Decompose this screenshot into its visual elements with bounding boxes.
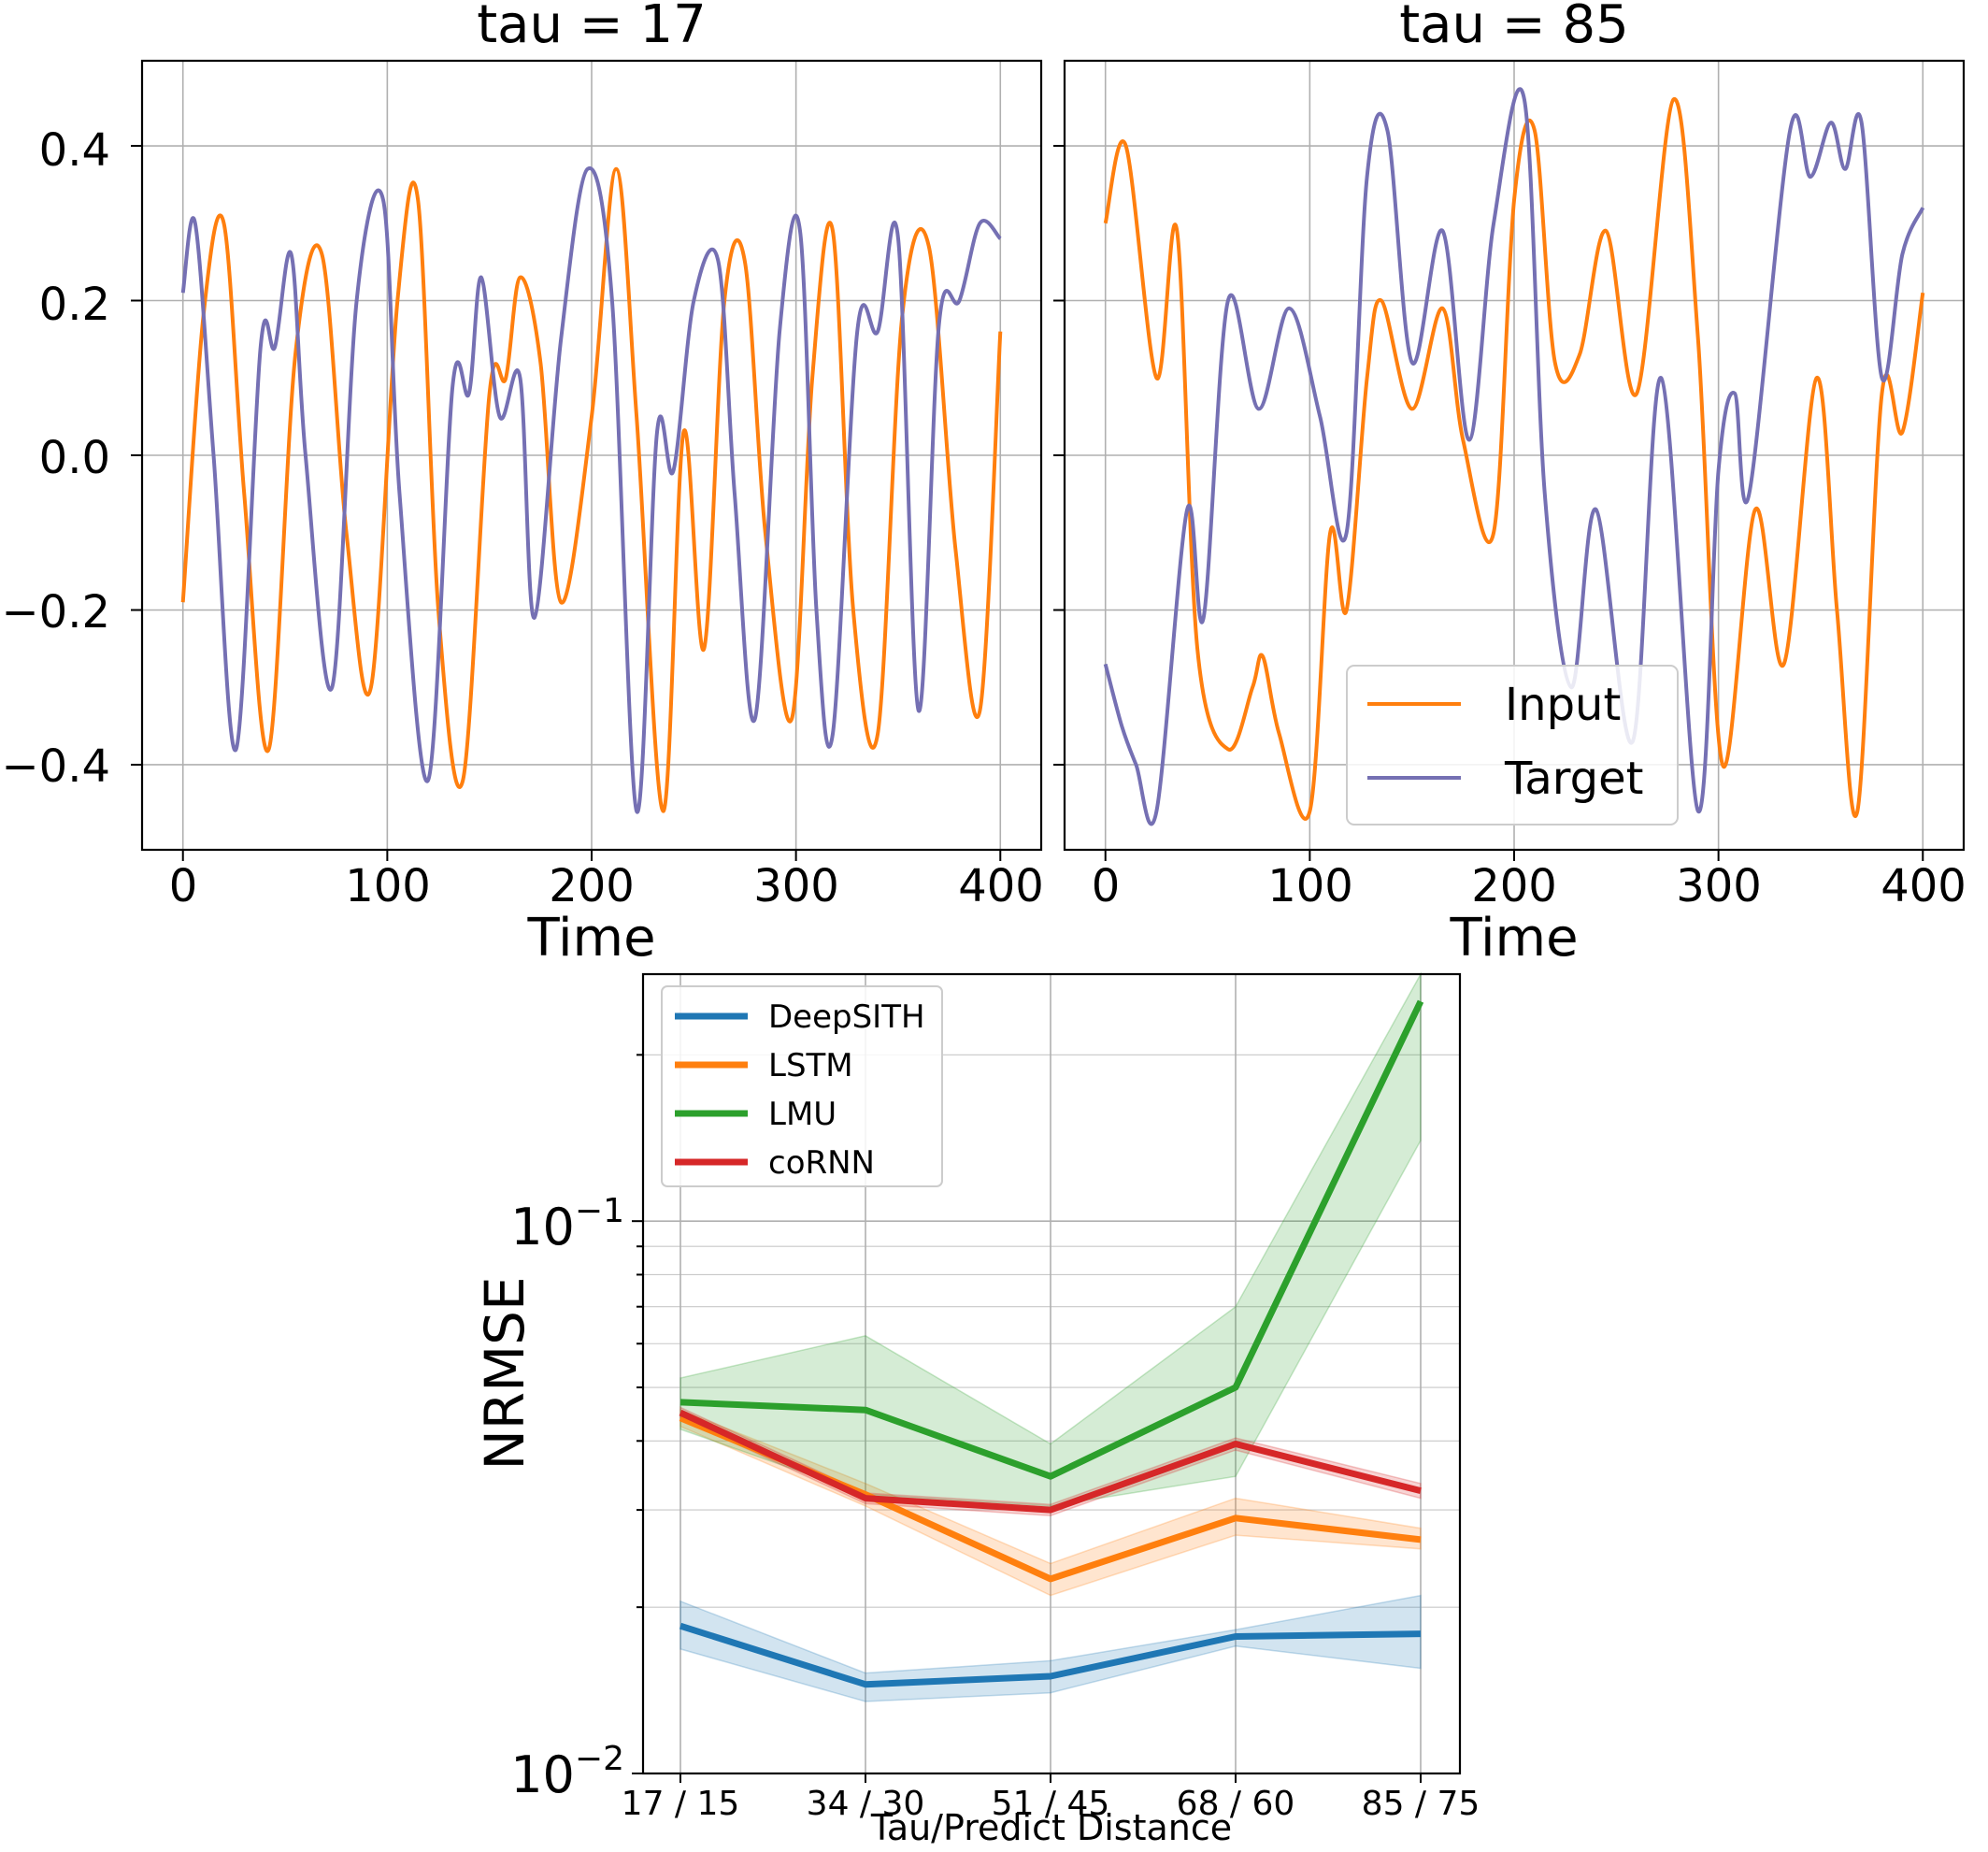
x-tick-label: 100 [1267, 860, 1353, 912]
y-tick-label: −0.2 [1, 586, 110, 639]
y-tick-label: 0.4 [39, 124, 110, 177]
x-tick-label: 0 [1092, 860, 1121, 912]
series-line-target [1103, 87, 1925, 826]
ticks [632, 1054, 1422, 1783]
y-tick-exponent: −2 [575, 1740, 624, 1778]
grid [142, 61, 1041, 850]
y-tick-label: −0.4 [1, 740, 110, 793]
x-tick-label: 300 [1676, 860, 1762, 912]
panel-tau-17: tau = 17 0.4 0.2 0.0 −0.2 −0.4 0 100 200… [1, 0, 1043, 969]
x-tick-label: 200 [549, 860, 635, 912]
legend: Input Target [1346, 665, 1679, 826]
panel-tau-85: tau = 85 0 100 200 300 400 Time Input Ta… [1053, 0, 1967, 969]
legend-label: Target [1504, 753, 1644, 805]
x-tick-label: 400 [1881, 860, 1967, 912]
series-line-lmu [679, 999, 1424, 1480]
legend-label: DeepSITH [768, 998, 925, 1036]
legend-label: coRNN [768, 1144, 875, 1182]
series-line-input [180, 166, 1003, 813]
y-tick-label: 0.2 [39, 279, 110, 331]
series-line-target [180, 165, 1002, 814]
legend-label: LMU [768, 1096, 837, 1133]
axes-frame [641, 972, 1462, 1775]
legend: DeepSITH LSTM LMU coRNN [661, 985, 943, 1187]
series-line-cornn [679, 1409, 1422, 1514]
ticks [131, 145, 1002, 861]
x-axis-label: Time [1449, 908, 1578, 969]
y-tick-labels: 10−1 10−2 [510, 1192, 624, 1804]
series-lines [1103, 87, 1925, 826]
y-tick-base: 10 [510, 1198, 575, 1256]
y-tick-label: 10−1 [510, 1192, 624, 1256]
series-line-input [1103, 97, 1925, 821]
x-tick-label: 100 [345, 860, 431, 912]
series-lines [180, 165, 1003, 814]
x-tick-label: 68 / 60 [1177, 1785, 1295, 1823]
x-tick-label: 34 / 30 [807, 1785, 925, 1823]
x-tick-labels: 0 100 200 300 400 [1092, 860, 1967, 912]
ticks [1053, 145, 1924, 861]
panel-nrmse: 10−1 10−2 17 / 15 34 / 30 51 / 45 68 / 60 85… [473, 971, 1480, 1848]
x-tick-label: 400 [958, 860, 1044, 912]
series-line-deepsith [679, 1622, 1422, 1688]
panel-title: tau = 17 [477, 0, 707, 55]
legend-label: LSTM [768, 1047, 853, 1084]
x-tick-labels: 17 / 15 34 / 30 51 / 45 68 / 60 85 / 75 [622, 1785, 1480, 1823]
x-tick-label: 200 [1471, 860, 1557, 912]
x-axis-label: Time [526, 908, 655, 969]
x-tick-label: 17 / 15 [622, 1785, 740, 1823]
band-cornn [679, 1406, 1422, 1516]
x-axis-label: Tau/Predict Distance [870, 1807, 1232, 1848]
x-tick-label: 85 / 75 [1362, 1785, 1480, 1823]
y-axis-label: NRMSE [473, 1276, 536, 1470]
y-tick-label: 10−2 [510, 1740, 624, 1804]
x-tick-labels: 0 100 200 300 400 [169, 860, 1044, 912]
series-lines [679, 999, 1424, 1688]
y-tick-labels: 0.4 0.2 0.0 −0.2 −0.4 [1, 124, 110, 793]
legend-label: Input [1505, 679, 1621, 731]
y-tick-base: 10 [510, 1745, 575, 1804]
x-tick-label: 51 / 45 [992, 1785, 1110, 1823]
axes-frame [140, 59, 1043, 852]
axes-frame [1063, 59, 1966, 852]
x-tick-label: 300 [753, 860, 839, 912]
x-tick-label: 0 [169, 860, 198, 912]
panel-title: tau = 85 [1399, 0, 1629, 55]
band-deepsith [679, 1594, 1422, 1702]
band-lstm [679, 1409, 1422, 1597]
legend-box [661, 985, 943, 1187]
y-tick-label: 0.0 [39, 432, 110, 484]
y-tick-exponent: −1 [575, 1192, 624, 1230]
